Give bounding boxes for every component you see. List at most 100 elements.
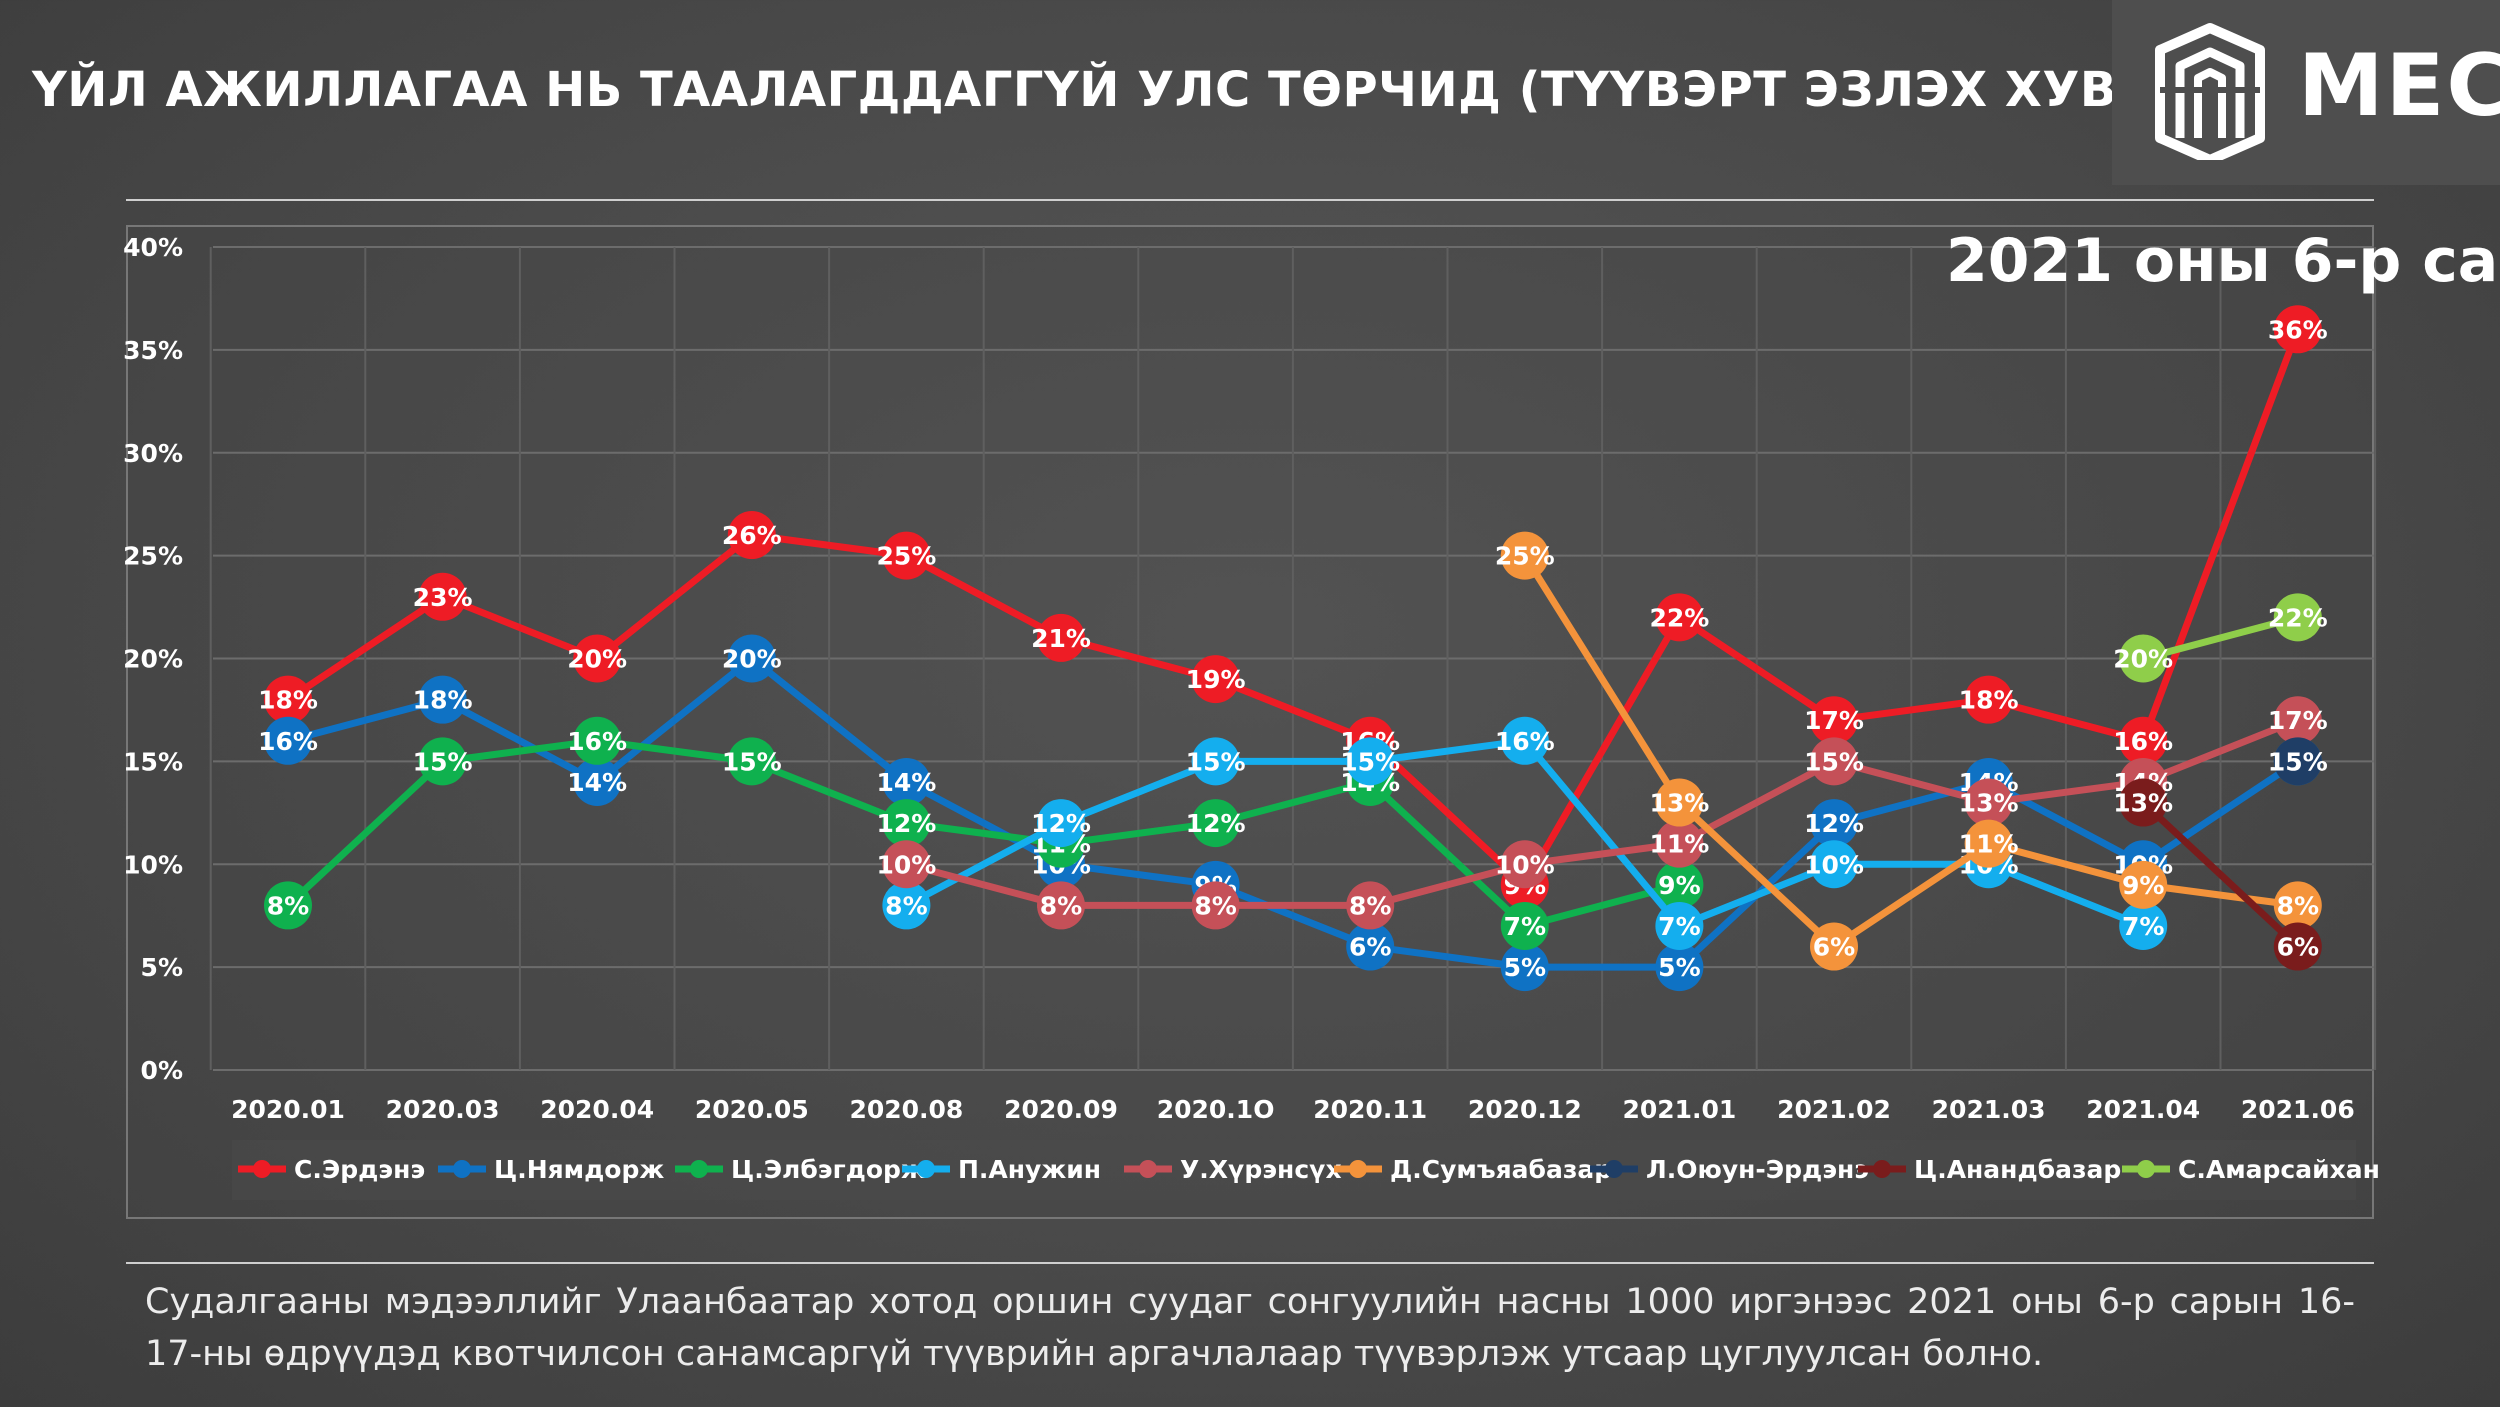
data-label: 16%	[567, 727, 627, 756]
data-point	[2119, 778, 2168, 827]
x-tick-label: 2021.02	[1777, 1095, 1891, 1124]
data-label: 9%	[2122, 871, 2164, 900]
data-point	[882, 799, 931, 848]
data-point	[1964, 819, 2013, 868]
x-tick-label: 2020.03	[386, 1095, 500, 1124]
x-tick-label: 2020.1O	[1157, 1095, 1275, 1124]
header-divider	[126, 199, 2374, 201]
data-point	[882, 881, 931, 930]
data-label: 11%	[1959, 830, 2019, 859]
data-point	[1964, 675, 2013, 724]
series-line	[2142, 613, 2299, 662]
data-point	[264, 716, 312, 765]
data-label: 12%	[1186, 809, 1246, 838]
data-label: 7%	[1658, 912, 1700, 941]
data-point	[1655, 860, 1704, 909]
data-label: 8%	[1040, 891, 1082, 920]
data-label: 8%	[267, 891, 309, 920]
data-label: 10%	[1804, 850, 1864, 879]
series-group: 13% 6%	[2113, 778, 2322, 971]
series-line	[2140, 799, 2301, 950]
data-point	[727, 634, 776, 683]
y-tick-label: 25%	[123, 542, 183, 571]
data-point	[1655, 778, 1704, 827]
data-point	[2119, 860, 2168, 909]
data-point	[573, 634, 622, 683]
legend-entry: Л.Оюун-Эрдэнэ	[1646, 1155, 1869, 1184]
data-point	[1191, 737, 1240, 786]
data-point	[882, 757, 931, 806]
data-point	[1346, 922, 1395, 971]
data-label: 13%	[1649, 789, 1709, 818]
data-label: 16%	[1495, 727, 1555, 756]
data-label: 12%	[1804, 809, 1864, 838]
series-group: 16%18%14%20%14%10%9%6%5%5%12%14%10%15%	[258, 634, 2328, 992]
series-line	[286, 328, 2302, 889]
data-point	[1346, 737, 1395, 786]
data-label: 20%	[722, 645, 782, 674]
data-label: 23%	[413, 583, 473, 612]
data-point	[1964, 778, 2013, 827]
data-point	[1655, 901, 1704, 950]
data-label: 13%	[1959, 789, 2019, 818]
data-point	[2273, 305, 2322, 354]
y-tick-label: 35%	[123, 336, 183, 365]
legend-marker	[2137, 1160, 2155, 1178]
y-tick-label: 20%	[123, 645, 183, 674]
data-point	[1810, 922, 1858, 971]
data-label: 17%	[1804, 706, 1864, 735]
data-label: 8%	[1194, 891, 1236, 920]
x-tick-label: 2021.06	[2241, 1095, 2355, 1124]
legend-entry: С.Эрдэнэ	[294, 1155, 425, 1184]
data-point	[1500, 840, 1549, 889]
series-line	[905, 716, 2300, 909]
data-label: 22%	[2268, 603, 2328, 632]
data-label: 8%	[1349, 891, 1391, 920]
data-point	[1655, 819, 1704, 868]
data-label: 5%	[1504, 953, 1546, 982]
y-tick-label: 40%	[123, 233, 183, 262]
data-label: 15%	[413, 747, 473, 776]
data-label: 6%	[1349, 933, 1391, 962]
data-label: 13%	[2113, 789, 2173, 818]
data-label: 6%	[1813, 933, 1855, 962]
data-point	[1191, 799, 1240, 848]
series-line	[285, 737, 1681, 930]
data-point	[2119, 716, 2168, 765]
data-point	[2273, 593, 2322, 642]
series-line	[1521, 553, 2299, 951]
data-label: 9%	[1658, 871, 1700, 900]
data-point	[264, 881, 312, 930]
chart-subtitle: 2021 оны 6-р сар	[1946, 226, 2500, 296]
legend-entry: Д.Сумъяабазар	[1390, 1155, 1612, 1184]
data-label: 12%	[876, 809, 936, 838]
x-tick-label: 2021.01	[1622, 1095, 1736, 1124]
mec-logo-mark-icon	[2155, 23, 2265, 160]
legend-marker	[690, 1160, 708, 1178]
data-point	[2119, 901, 2168, 950]
y-tick-label: 30%	[123, 439, 183, 468]
data-point	[1037, 799, 1085, 848]
legend-marker	[1605, 1160, 1623, 1178]
x-tick-label: 2020.11	[1313, 1095, 1427, 1124]
data-point	[264, 675, 312, 724]
x-tick-label: 2020.04	[540, 1095, 654, 1124]
x-tick-label: 2021.04	[2086, 1095, 2200, 1124]
data-point	[573, 757, 622, 806]
data-point	[1500, 531, 1549, 580]
data-point	[2273, 696, 2322, 745]
data-label: 5%	[1658, 953, 1700, 982]
data-label: 18%	[413, 686, 473, 715]
data-point	[1500, 943, 1549, 992]
legend-entry: Ц.Элбэгдорж	[731, 1155, 926, 1184]
data-point	[2273, 922, 2322, 971]
data-label: 8%	[2277, 891, 2319, 920]
data-label: 15%	[722, 747, 782, 776]
legend-marker	[453, 1160, 471, 1178]
legend-marker	[917, 1160, 935, 1178]
data-point	[1810, 799, 1858, 848]
mec-logo: MEC	[2112, 0, 2500, 185]
data-label: 10%	[876, 850, 936, 879]
data-label: 17%	[2268, 706, 2328, 735]
data-label: 21%	[1031, 624, 1091, 653]
